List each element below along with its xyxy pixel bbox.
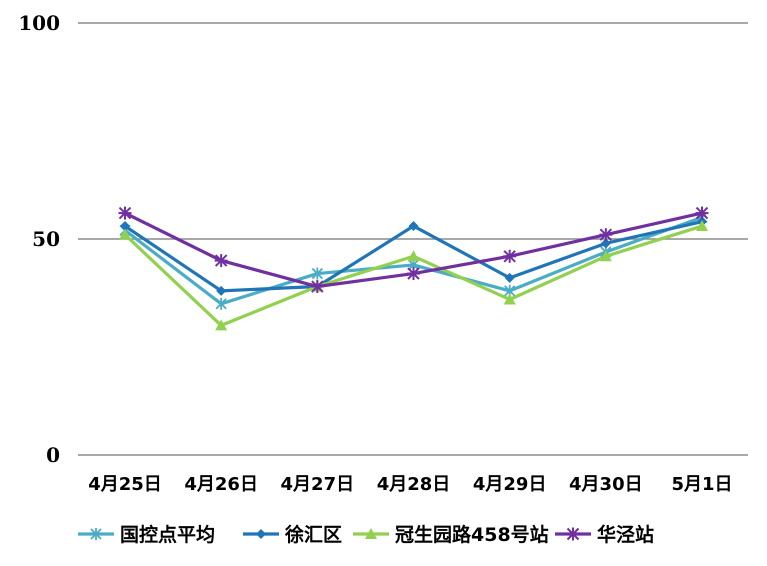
gridlines (78, 22, 748, 456)
x-tick-label: 4月28日 (377, 474, 451, 495)
y-tick-label: 0 (46, 443, 60, 467)
data-point (599, 250, 612, 262)
legend-marker (90, 528, 102, 540)
data-point (215, 297, 227, 310)
data-point (120, 221, 130, 232)
data-point (215, 319, 228, 331)
data-point (600, 238, 611, 249)
legend: 国控点平均 徐汇区 冠生园路458号站 华泾站 (78, 523, 654, 546)
data-point (407, 267, 420, 281)
x-tick-label: 4月30日 (569, 474, 643, 495)
x-tick-label: 4月27日 (281, 474, 355, 495)
legend-label: 冠生园路458号站 (395, 523, 549, 546)
data-point (310, 280, 324, 294)
data-point (119, 228, 131, 240)
x-tick-label: 4月26日 (184, 474, 258, 495)
data-point (503, 293, 516, 305)
legend-label: 国控点平均 (120, 523, 215, 546)
series-lines (118, 206, 709, 331)
data-point (599, 228, 613, 242)
data-point (696, 220, 708, 232)
legend-marker (365, 528, 377, 539)
legend-marker (566, 527, 580, 541)
legend-marker (256, 529, 266, 539)
legend-label: 华泾站 (597, 523, 654, 546)
x-tick-label: 4月25日 (88, 474, 162, 495)
data-point (214, 254, 228, 268)
data-point (695, 206, 709, 220)
legend-item: 华泾站 (555, 523, 654, 546)
legend-label: 徐汇区 (284, 523, 342, 546)
y-axis-ticks: 0 50 100 (18, 11, 60, 467)
y-tick-label: 50 (32, 227, 60, 251)
data-point (118, 206, 132, 220)
y-tick-label: 100 (18, 11, 60, 35)
x-axis-ticks: 4月25日 4月26日 4月27日 4月28日 4月29日 4月30日 5月1日 (88, 474, 732, 495)
data-point (311, 267, 323, 280)
x-tick-label: 5月1日 (671, 474, 732, 495)
data-point (407, 250, 420, 262)
legend-item: 徐汇区 (243, 523, 342, 546)
data-point (504, 272, 515, 283)
x-tick-label: 4月29日 (473, 474, 547, 495)
legend-item: 冠生园路458号站 (353, 523, 549, 546)
data-point (503, 249, 517, 263)
data-point (408, 221, 419, 232)
legend-item: 国控点平均 (78, 523, 215, 546)
data-point (216, 285, 227, 296)
